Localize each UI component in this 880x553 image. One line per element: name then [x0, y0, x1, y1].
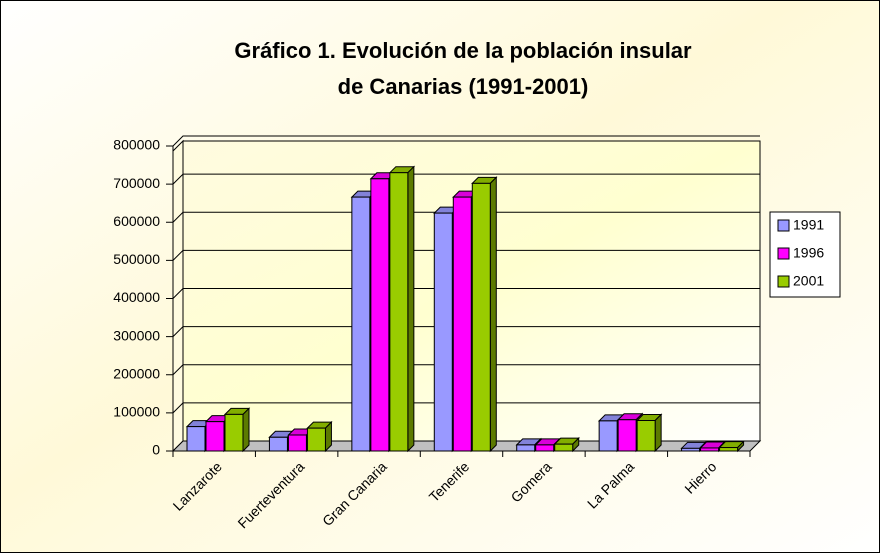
grid-line — [172, 173, 760, 185]
y-tick-label: 200000 — [113, 365, 160, 381]
chart-title: Gráfico 1. Evolución de la población ins… — [234, 38, 692, 63]
legend-swatch — [777, 219, 790, 232]
grid-line — [172, 402, 760, 414]
bar-front — [351, 196, 371, 452]
bar — [553, 436, 580, 453]
bar-side — [407, 165, 415, 453]
bar-front — [681, 447, 701, 452]
bar-side — [242, 407, 250, 453]
grid-line — [172, 364, 760, 376]
bar-front — [719, 447, 739, 452]
bar-front — [205, 421, 225, 452]
bar-front — [636, 420, 656, 452]
y-tick-label: 600000 — [113, 213, 160, 229]
legend-swatch — [777, 247, 790, 260]
bar-front — [700, 447, 720, 452]
bar-front — [554, 443, 574, 452]
bar — [306, 420, 333, 453]
bar-front — [186, 426, 206, 452]
bar-front — [224, 413, 244, 452]
y-tick-label: 100000 — [113, 404, 160, 420]
grid-line — [172, 135, 760, 147]
bar-front — [516, 444, 536, 452]
bar-front — [535, 444, 555, 452]
legend-label: 2001 — [793, 273, 824, 289]
y-tick-label: 300000 — [113, 327, 160, 343]
grid-line — [172, 288, 760, 299]
bar-front — [389, 172, 409, 452]
grid-line — [172, 326, 760, 337]
y-tick-label: 700000 — [113, 175, 160, 191]
bar-front — [617, 419, 637, 452]
y-tick-label: 0 — [152, 442, 160, 458]
bar-front — [287, 434, 307, 452]
bar — [471, 176, 498, 453]
bar — [635, 413, 663, 453]
y-tick-label: 400000 — [113, 289, 160, 305]
bar-side — [489, 176, 497, 453]
bar-front — [471, 182, 491, 452]
bar — [718, 440, 745, 453]
grid-line — [172, 211, 760, 223]
legend-swatch — [777, 275, 790, 288]
y-tick-label: 800000 — [113, 137, 160, 153]
chart-title: de Canarias (1991-2001) — [338, 74, 589, 99]
bar-front — [433, 212, 453, 452]
bar — [223, 407, 251, 453]
legend-label: 1991 — [793, 217, 824, 233]
bar-side — [654, 413, 662, 453]
bar-front — [452, 196, 472, 452]
bar-front — [370, 178, 390, 452]
bar-front — [306, 427, 326, 452]
grid-line — [172, 249, 760, 261]
legend-label: 1996 — [793, 245, 824, 261]
bar-front — [268, 436, 288, 452]
y-tick-label: 500000 — [113, 251, 160, 267]
bar-front — [598, 420, 618, 452]
bar — [388, 165, 416, 453]
